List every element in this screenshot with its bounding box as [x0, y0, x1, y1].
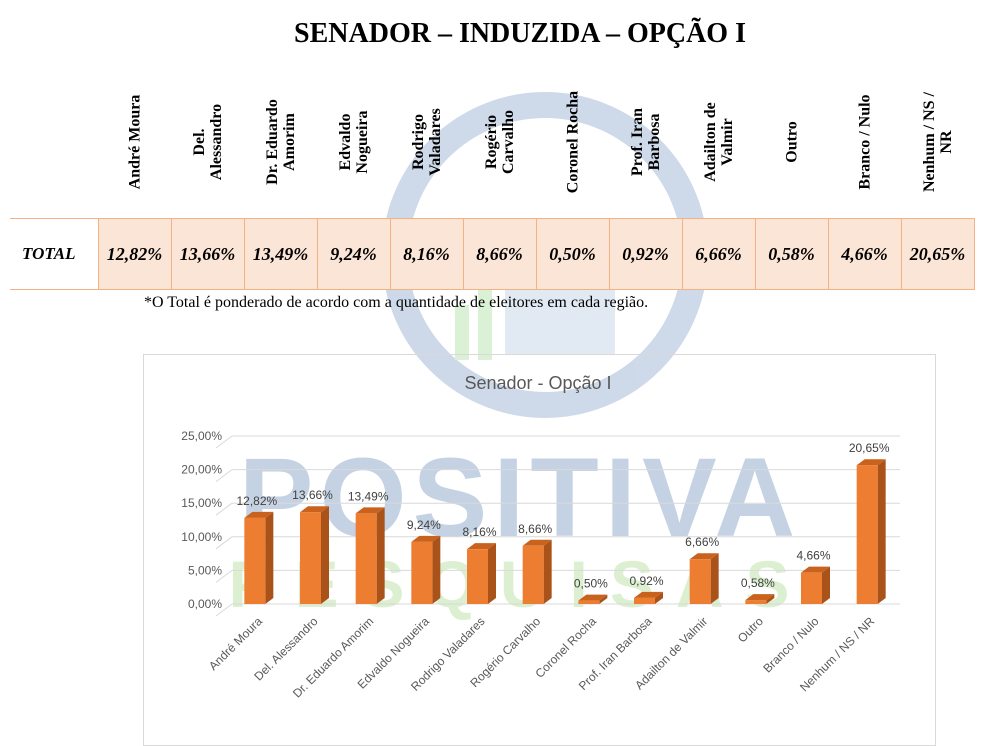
bar	[411, 541, 433, 604]
y-tick-label: 0,00%	[188, 597, 222, 611]
table-cell-value: 20,65%	[900, 218, 975, 290]
table-cell-value: 9,24%	[316, 218, 391, 290]
bar-side	[488, 543, 496, 604]
watermark-line1: POSITIVA	[239, 435, 801, 560]
data-label: 9,24%	[407, 518, 441, 532]
bar	[801, 572, 822, 604]
table-cell-value: 0,50%	[535, 218, 610, 290]
x-tick-label: André Moura	[206, 614, 265, 673]
data-label: 4,66%	[796, 549, 830, 563]
bar	[689, 559, 711, 604]
gridline-depth	[215, 435, 233, 449]
bar-side	[432, 535, 441, 604]
bar-side	[599, 594, 608, 604]
bar-side	[766, 594, 775, 604]
bar	[467, 549, 488, 604]
bar-top	[689, 553, 719, 560]
chart-title: Senador - Opção I	[464, 373, 611, 393]
bar-side	[321, 506, 329, 604]
table-cell-value: 13,49%	[243, 218, 318, 290]
row-label: TOTAL	[10, 218, 98, 290]
bar-top	[578, 594, 608, 601]
y-tick-label: 20,00%	[181, 463, 222, 477]
bar	[578, 600, 600, 604]
data-label: 12,82%	[236, 494, 277, 508]
bar-top	[856, 459, 886, 466]
bar-top	[467, 543, 496, 550]
x-tick-label: Branco / Nulo	[760, 614, 822, 676]
bar	[300, 512, 321, 604]
bar	[856, 465, 878, 604]
gridline-depth	[215, 536, 233, 550]
table-cell-value: 6,66%	[681, 218, 756, 290]
bar-top	[745, 594, 775, 601]
table-cell-value: 8,16%	[389, 218, 464, 290]
bar-top	[411, 535, 441, 542]
table-cell-value: 4,66%	[827, 218, 902, 290]
data-label: 0,50%	[574, 577, 608, 591]
bar-top	[634, 591, 663, 598]
bar-chart: Senador - Opção I 0,00% 5,00% 10,00% 15,00% 2…	[181, 373, 900, 701]
data-label: 13,66%	[292, 488, 333, 502]
y-tick-label: 15,00%	[181, 496, 222, 510]
table-cell-value: 0,92%	[608, 218, 683, 290]
footnote: *O Total é ponderado de acordo com a qua…	[144, 294, 649, 311]
y-tick-label: 10,00%	[181, 530, 222, 544]
table-cell-value: 0,58%	[754, 218, 829, 290]
data-label: 0,92%	[629, 574, 663, 588]
x-tick-label: Outro	[735, 614, 766, 645]
bar-top	[355, 507, 385, 514]
data-label: 0,58%	[741, 576, 775, 590]
watermark-bar-1	[455, 305, 469, 360]
bar-side	[265, 511, 274, 604]
y-tick-label: 5,00%	[188, 563, 222, 577]
bar-top	[801, 566, 830, 573]
data-label: 8,16%	[462, 525, 496, 539]
bar-side	[543, 539, 552, 604]
bar-top	[300, 506, 329, 513]
table-cell-value: 8,66%	[462, 218, 537, 290]
data-label: 20,65%	[849, 441, 890, 455]
bar	[244, 517, 266, 604]
bar-side	[877, 459, 886, 604]
table-cell-value: 13,66%	[170, 218, 245, 290]
watermark-cube	[505, 285, 615, 355]
gridline-depth	[215, 603, 233, 617]
data-label: 6,66%	[685, 535, 719, 549]
bar-side	[655, 591, 663, 604]
table-total-row: TOTAL 12,82% 13,66% 13,49% 9,24% 8,16% 8,66% 0…	[10, 218, 975, 290]
data-label: 8,66%	[518, 522, 552, 536]
gridline-depth	[215, 469, 233, 483]
bar	[745, 600, 767, 604]
bar-side	[710, 553, 719, 604]
data-label: 13,49%	[348, 489, 389, 503]
y-tick-label: 25,00%	[181, 429, 222, 443]
page-title: SENADOR – INDUZIDA – OPÇÃO I	[294, 18, 746, 49]
bar-side	[376, 507, 385, 604]
watermark-bar-2	[478, 290, 492, 360]
bar-top	[522, 539, 552, 546]
gridline-depth	[215, 502, 233, 516]
gridline-depth	[215, 570, 233, 583]
bar	[355, 513, 377, 604]
table-cell-value: 12,82%	[97, 218, 172, 290]
bar	[634, 597, 655, 604]
bar	[522, 545, 544, 604]
results-table: André Moura Del. Alessandro Dr. Eduardo Amor…	[10, 66, 975, 290]
bar-top	[244, 511, 274, 518]
bar-side	[822, 566, 830, 604]
